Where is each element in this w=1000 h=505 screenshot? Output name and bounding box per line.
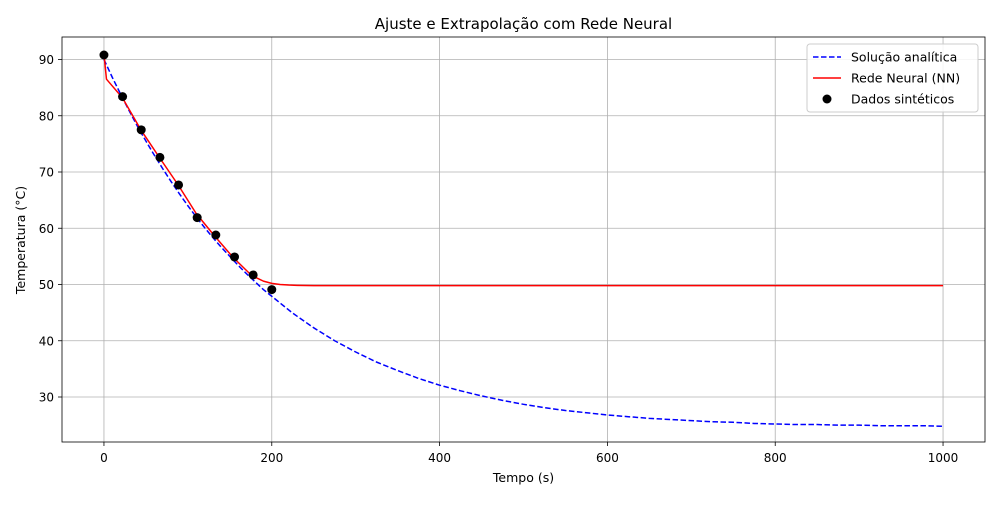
y-tick-label: 30 bbox=[39, 391, 54, 405]
chart-title: Ajuste e Extrapolação com Rede Neural bbox=[375, 15, 672, 33]
x-axis-label: Tempo (s) bbox=[492, 470, 554, 485]
synthetic-data-point bbox=[248, 270, 258, 280]
synthetic-data-point bbox=[192, 213, 202, 223]
y-tick-label: 90 bbox=[39, 53, 54, 67]
legend: Solução analítica Rede Neural (NN) Dados s… bbox=[806, 43, 979, 113]
synthetic-data-point bbox=[155, 152, 165, 162]
synthetic-data-point bbox=[211, 230, 221, 240]
legend-label: Dados sintéticos bbox=[851, 92, 954, 107]
x-tick-label: 1000 bbox=[928, 451, 959, 465]
synthetic-data-point bbox=[99, 50, 109, 60]
y-tick-label: 40 bbox=[39, 334, 54, 348]
plot-area bbox=[99, 50, 944, 427]
legend-label: Rede Neural (NN) bbox=[851, 71, 960, 86]
y-tick-label: 80 bbox=[39, 109, 54, 123]
synthetic-data-point bbox=[136, 125, 146, 135]
synthetic-data-point bbox=[267, 285, 277, 295]
legend-box bbox=[806, 43, 979, 113]
x-tick-label: 0 bbox=[100, 451, 108, 465]
legend-marker-swatch bbox=[822, 94, 832, 104]
y-axis-label: Temperatura (°C) bbox=[13, 186, 28, 295]
x-tick-label: 400 bbox=[428, 451, 451, 465]
x-tick-label: 200 bbox=[260, 451, 283, 465]
x-tick-label: 600 bbox=[596, 451, 619, 465]
synthetic-data-point bbox=[118, 92, 128, 102]
synthetic-data-point bbox=[230, 252, 240, 262]
plot-frame bbox=[61, 36, 986, 443]
axis-ticks: 0 200 400 600 800 1000 30 40 50 60 70 80 90 bbox=[39, 53, 959, 465]
neural-network-line bbox=[103, 53, 944, 287]
y-tick-label: 60 bbox=[39, 222, 54, 236]
legend-label: Solução analítica bbox=[851, 50, 957, 65]
synthetic-data-point bbox=[174, 180, 184, 190]
x-tick-label: 800 bbox=[764, 451, 787, 465]
analytical-solution-line bbox=[103, 59, 944, 427]
y-tick-label: 50 bbox=[39, 278, 54, 292]
y-tick-label: 70 bbox=[39, 166, 54, 180]
